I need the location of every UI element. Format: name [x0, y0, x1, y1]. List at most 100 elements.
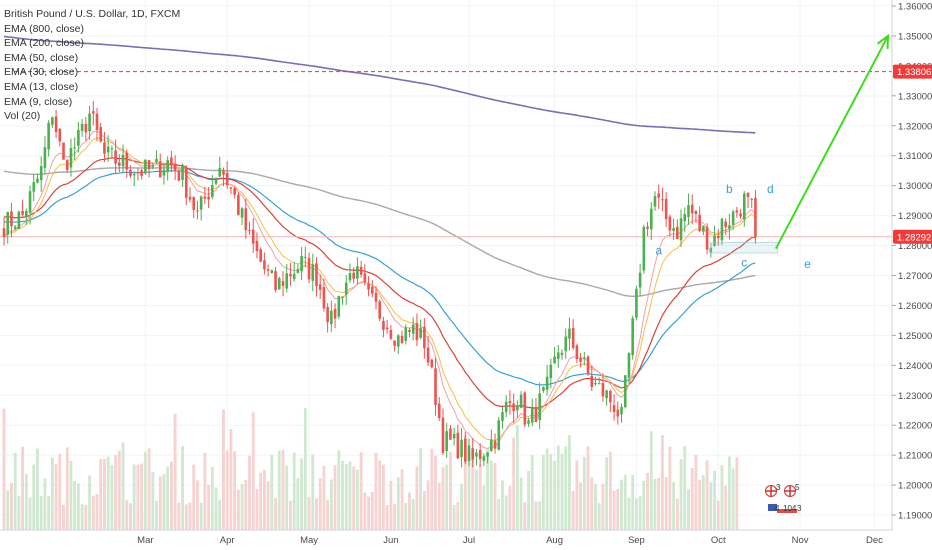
- volume-bar: [13, 452, 17, 530]
- study-ema-800[interactable]: EMA (800, close): [4, 22, 84, 35]
- volume-bar: [311, 454, 315, 530]
- volume-bar: [203, 452, 207, 530]
- candle-body: [512, 403, 515, 412]
- candle-body: [668, 216, 672, 231]
- projection-arrowhead: [876, 33, 890, 49]
- candle-body: [385, 327, 389, 330]
- volume-bar: [467, 447, 471, 530]
- candle-body: [207, 196, 210, 200]
- volume-bar: [229, 428, 233, 530]
- volume-bar: [222, 409, 225, 530]
- candle-body: [162, 169, 166, 176]
- volume-bar: [125, 500, 129, 530]
- volume-bar: [720, 465, 724, 530]
- price-tick-label: 1.19000: [898, 511, 932, 522]
- candle-body: [263, 260, 266, 270]
- candle-body: [460, 439, 463, 458]
- volume-bar: [471, 458, 475, 530]
- volume-bar: [475, 469, 478, 530]
- economic-events[interactable]: 3 54 104 3: [765, 483, 803, 513]
- ema-30-line: [3, 157, 756, 410]
- candle-body: [564, 336, 568, 352]
- volume-bar: [389, 480, 393, 530]
- candle-body: [635, 288, 638, 318]
- candle-body: [114, 150, 117, 164]
- volume-bar: [620, 479, 623, 530]
- volume-bar: [162, 474, 166, 530]
- candle-body: [289, 273, 292, 277]
- candle-body: [724, 221, 727, 227]
- candle-body: [478, 449, 482, 460]
- projection-arrow: [775, 35, 889, 249]
- candle-body: [579, 357, 582, 362]
- candle-body: [363, 273, 367, 283]
- candle-body: [516, 405, 519, 411]
- price-tick-label: 1.33000: [898, 91, 932, 102]
- candle-body: [616, 409, 620, 417]
- volume-bar: [117, 450, 121, 530]
- volume-bar: [456, 502, 460, 530]
- volume-bar: [396, 477, 400, 530]
- candle-body: [69, 148, 73, 168]
- candle-body: [333, 308, 337, 319]
- volume-bar: [356, 469, 359, 530]
- candle-body: [47, 122, 50, 150]
- candle-body: [378, 301, 382, 319]
- study-ema-200[interactable]: EMA (200, close): [4, 37, 84, 50]
- candle-body: [437, 403, 441, 418]
- candle-body: [36, 178, 39, 183]
- study-ema-30[interactable]: EMA (30, close): [4, 66, 79, 79]
- study-volume[interactable]: Vol (20): [4, 110, 41, 123]
- time-axis[interactable]: MarAprMayJunJulAugSepOctNovDec2020: [0, 529, 932, 550]
- candle-body: [274, 271, 277, 291]
- volume-bar: [210, 466, 214, 530]
- volume-bar: [166, 466, 170, 530]
- volume-bar: [690, 468, 694, 530]
- price-tick-label: 1.36000: [898, 1, 932, 12]
- candle-body: [411, 324, 415, 334]
- volume-bar: [378, 460, 382, 530]
- volume-bar: [504, 495, 508, 530]
- volume-bar: [616, 489, 620, 530]
- candle-body: [556, 352, 560, 359]
- volume-bar: [285, 465, 289, 530]
- candle-body: [452, 433, 456, 439]
- candle-body: [694, 210, 698, 215]
- volume-bar: [352, 466, 356, 530]
- volume-bar: [482, 485, 486, 530]
- study-ema-50[interactable]: EMA (50, close): [4, 51, 79, 64]
- candle-body: [676, 226, 679, 240]
- candle-body: [497, 420, 501, 450]
- price-axis[interactable]: 1.360001.350001.340001.330001.320001.310…: [891, 0, 932, 550]
- volume-bar: [549, 453, 553, 530]
- volume-bar: [363, 492, 367, 530]
- time-tick-label: Jun: [383, 535, 398, 546]
- volume-bar: [6, 490, 10, 530]
- candle-body: [728, 225, 731, 229]
- candle-body: [382, 320, 385, 330]
- candle-body: [344, 282, 348, 295]
- volume-bar: [493, 462, 497, 530]
- volume-bar: [277, 450, 281, 530]
- volume-bar: [560, 453, 564, 530]
- volume-bar: [91, 495, 95, 530]
- volume-bar: [612, 490, 616, 530]
- volume-bar: [594, 484, 597, 530]
- candle-body: [6, 212, 10, 235]
- volume-bar: [225, 450, 229, 530]
- volume-bar: [281, 449, 285, 530]
- volume-bar: [672, 482, 675, 530]
- volume-bar: [173, 413, 177, 530]
- candle-body: [705, 226, 709, 250]
- volume-bar: [668, 446, 672, 530]
- candle-body: [28, 191, 32, 213]
- volume-bar: [36, 448, 39, 530]
- wave-label-c: c: [741, 255, 747, 269]
- symbol-title[interactable]: British Pound / U.S. Dollar, 1D, FXCM: [4, 8, 181, 20]
- study-ema-13[interactable]: EMA (13, close): [4, 80, 79, 93]
- candle-body: [65, 160, 69, 171]
- volume-bar: [404, 502, 408, 530]
- study-ema-9[interactable]: EMA (9, close): [4, 95, 73, 108]
